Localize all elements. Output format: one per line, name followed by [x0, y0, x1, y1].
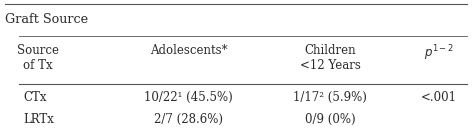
Text: 1/17² (5.9%): 1/17² (5.9%): [294, 91, 367, 104]
Text: CTx: CTx: [24, 91, 47, 104]
Text: Source
of Tx: Source of Tx: [17, 44, 59, 72]
Text: 2/7 (28.6%): 2/7 (28.6%): [154, 113, 223, 126]
Text: Graft Source: Graft Source: [5, 13, 88, 26]
Text: Children
<12 Years: Children <12 Years: [300, 44, 361, 72]
Text: Adolescents*: Adolescents*: [150, 44, 228, 57]
Text: $p^{1-2}$: $p^{1-2}$: [424, 44, 454, 63]
Text: <.001: <.001: [421, 91, 457, 104]
Text: LRTx: LRTx: [24, 113, 54, 126]
Text: 10/22¹ (45.5%): 10/22¹ (45.5%): [144, 91, 233, 104]
Text: 0/9 (0%): 0/9 (0%): [305, 113, 356, 126]
